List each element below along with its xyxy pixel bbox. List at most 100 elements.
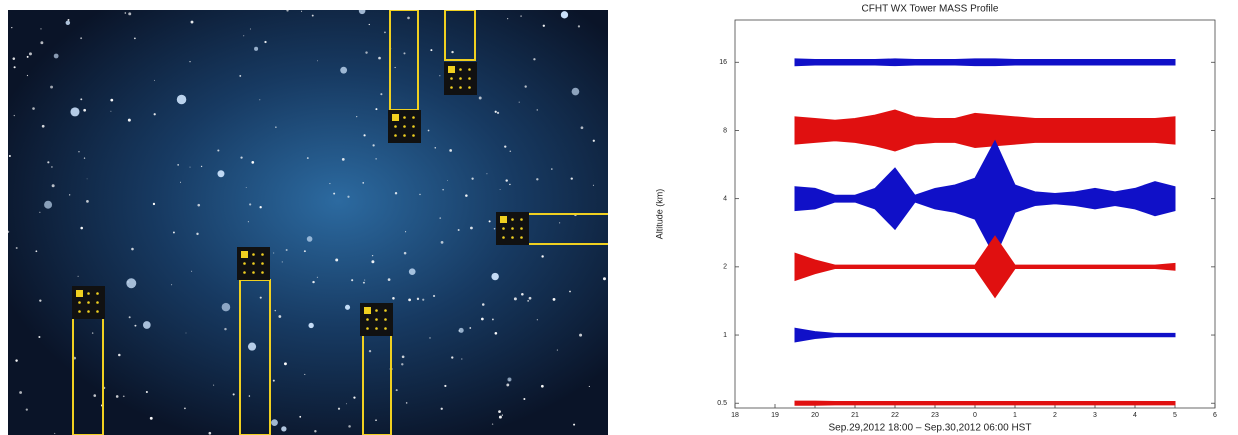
star <box>593 185 594 186</box>
star <box>492 319 494 321</box>
star <box>451 356 453 358</box>
star <box>110 99 113 102</box>
sensor-icon <box>72 286 105 319</box>
star <box>351 279 353 281</box>
star <box>362 182 364 184</box>
star <box>543 25 545 27</box>
star <box>243 35 244 36</box>
star <box>388 278 391 281</box>
star <box>153 203 155 205</box>
star <box>407 17 410 20</box>
star <box>433 295 435 297</box>
x-tick-label: 21 <box>851 412 859 419</box>
star <box>363 282 365 284</box>
star <box>307 236 313 242</box>
star <box>541 385 544 388</box>
sensor-icon <box>444 62 477 95</box>
star <box>126 278 136 288</box>
icon-dot <box>412 125 415 128</box>
icon-dot <box>459 86 462 89</box>
icon-dot <box>252 253 255 256</box>
x-tick-label: 2 <box>1053 412 1057 419</box>
sensor-icon <box>237 247 270 280</box>
x-tick-label: 5 <box>1173 412 1177 419</box>
icon-dot <box>375 327 378 330</box>
star <box>116 395 119 398</box>
x-tick-label: 1 <box>1013 412 1017 419</box>
star <box>254 47 258 51</box>
y-tick-label: 16 <box>719 59 727 66</box>
star <box>449 149 452 152</box>
star <box>342 158 345 161</box>
star <box>14 115 15 116</box>
star <box>118 354 121 357</box>
star <box>569 291 571 293</box>
star <box>557 350 558 351</box>
star <box>16 247 18 249</box>
icon-dot <box>403 116 406 119</box>
star <box>52 184 55 187</box>
star <box>363 134 365 136</box>
icon-led <box>392 114 399 121</box>
star <box>150 417 153 420</box>
star <box>284 362 287 365</box>
star <box>171 284 172 285</box>
star <box>80 98 82 100</box>
star <box>143 321 151 329</box>
star <box>353 396 355 398</box>
sensor-icon <box>388 110 421 143</box>
star <box>32 107 35 110</box>
star <box>128 119 131 122</box>
icon-dot <box>243 262 246 265</box>
star <box>500 189 501 190</box>
star <box>70 107 79 116</box>
star <box>26 409 28 411</box>
star <box>282 261 283 262</box>
star <box>537 319 538 320</box>
star <box>222 303 231 312</box>
icon-dot <box>87 310 90 313</box>
star <box>191 21 194 24</box>
star-field-photo <box>8 10 608 435</box>
icon-dot <box>252 262 255 265</box>
star <box>378 57 381 60</box>
star <box>224 328 226 330</box>
star <box>35 250 37 252</box>
star <box>406 402 408 404</box>
star <box>348 425 351 428</box>
star <box>54 433 55 434</box>
icon-dot <box>502 236 505 239</box>
icon-dot <box>394 134 397 137</box>
star <box>201 166 202 167</box>
star <box>422 299 424 301</box>
star <box>505 179 507 181</box>
x-tick-label: 20 <box>811 412 819 419</box>
star <box>239 75 241 77</box>
star <box>402 355 405 358</box>
star <box>375 419 377 421</box>
star <box>521 293 524 296</box>
star <box>429 337 430 338</box>
x-axis-label: Sep.29,2012 18:00 – Sep.30,2012 06:00 HS… <box>829 423 1032 434</box>
star <box>356 116 357 117</box>
star <box>536 178 538 180</box>
star <box>447 180 448 181</box>
star <box>154 80 155 81</box>
star <box>259 206 261 208</box>
star <box>131 248 134 251</box>
star <box>529 297 532 300</box>
star <box>409 268 416 275</box>
star <box>180 182 181 183</box>
star <box>9 155 11 157</box>
icon-dot <box>96 310 99 313</box>
star <box>404 252 407 255</box>
icon-dot <box>78 310 81 313</box>
icon-led <box>241 251 248 258</box>
star <box>308 323 313 328</box>
icon-dot <box>450 77 453 80</box>
star <box>589 386 590 387</box>
icon-dot <box>403 125 406 128</box>
star <box>509 184 510 185</box>
star <box>134 325 136 327</box>
star <box>248 221 249 222</box>
